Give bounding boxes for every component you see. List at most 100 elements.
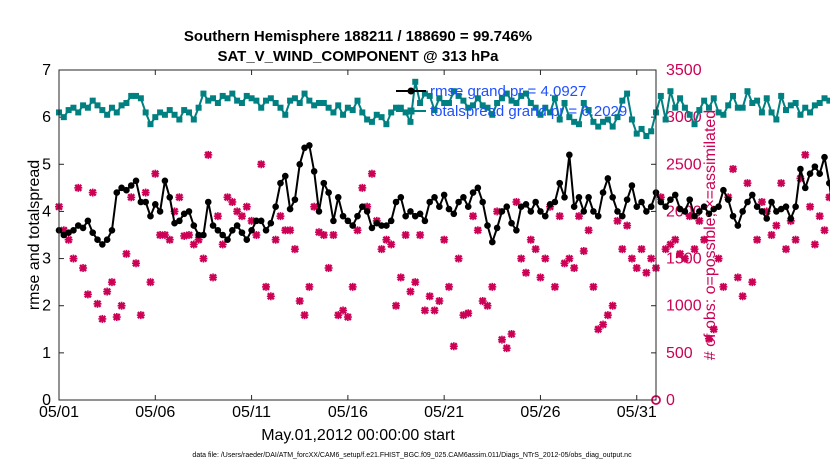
- totalspread-point: [373, 111, 380, 118]
- obs-assimilated-point: [329, 231, 338, 239]
- totalspread-point: [108, 104, 115, 111]
- obs-assimilated-point: [271, 235, 280, 244]
- totalspread-point: [340, 111, 347, 118]
- totalspread-point: [763, 95, 770, 102]
- totalspread-point: [657, 92, 664, 99]
- obs-assimilated-point: [194, 235, 203, 244]
- totalspread-point: [470, 102, 477, 109]
- obs-assimilated-point: [647, 254, 656, 263]
- obs-assimilated-point: [204, 150, 213, 159]
- rmse-point: [402, 212, 409, 220]
- rmse-point: [445, 205, 453, 213]
- legend: rmse grand pr = 4.0927 totalspread grand…: [396, 83, 627, 120]
- totalspread-point: [523, 90, 530, 97]
- rmse-point: [633, 203, 641, 211]
- obs-assimilated-point: [69, 254, 78, 263]
- obs-assimilated-point: [709, 325, 718, 334]
- rmse-point: [604, 175, 612, 182]
- totalspread-point: [681, 104, 688, 111]
- obs-assimilated-point: [406, 287, 415, 296]
- obs-assimilated-point: [213, 212, 222, 221]
- obs-assimilated-point: [425, 292, 434, 301]
- totalspread-point: [263, 97, 270, 104]
- rmse-point: [296, 160, 304, 168]
- rmse-point: [705, 210, 713, 218]
- totalspread-point: [826, 97, 830, 104]
- obs-assimilated-point: [714, 254, 723, 263]
- rmse-point: [214, 226, 222, 234]
- obs-assimilated-point: [449, 342, 458, 351]
- totalspread-point: [258, 104, 265, 111]
- obs-assimilated-point: [242, 202, 251, 211]
- rmse-point: [691, 212, 698, 220]
- x-tick-label: 05/01: [39, 404, 79, 421]
- rmse-point: [190, 222, 198, 229]
- obs-assimilated-point: [738, 292, 747, 301]
- obs-assimilated-point: [704, 334, 713, 343]
- totalspread-point: [662, 116, 669, 123]
- rmse-point: [127, 182, 135, 189]
- obs-assimilated-point: [748, 278, 757, 287]
- totalspread-point: [99, 107, 106, 114]
- totalspread-point: [489, 111, 496, 118]
- totalspread-point: [426, 92, 433, 99]
- x-tick-label: 05/16: [328, 404, 368, 421]
- obs-assimilated-point: [589, 282, 598, 291]
- totalspread-point: [705, 104, 712, 111]
- x-tick-label: 05/26: [520, 404, 560, 421]
- totalspread-point: [65, 107, 72, 114]
- x-tick-label: 05/11: [232, 404, 271, 421]
- rmse-point: [522, 201, 530, 208]
- totalspread-point: [359, 109, 366, 116]
- obs-assimilated-point: [367, 169, 376, 178]
- left-tick-label: 6: [42, 109, 51, 126]
- obs-assimilated-point: [262, 282, 271, 291]
- obs-assimilated-point: [252, 231, 261, 239]
- rmse-point: [334, 193, 342, 201]
- obs-assimilated-point: [473, 226, 482, 235]
- totalspread-point: [758, 109, 765, 116]
- rmse-point: [532, 198, 539, 206]
- totalspread-point: [287, 97, 294, 104]
- right-tick-label: 500: [666, 345, 693, 362]
- obs-assimilated-point: [690, 245, 699, 254]
- totalspread-point: [701, 97, 708, 104]
- totalspread-point: [619, 97, 626, 104]
- totalspread-point: [402, 109, 409, 116]
- totalspread-point: [195, 104, 202, 111]
- obs-assimilated-point: [83, 290, 92, 299]
- totalspread-point: [282, 111, 289, 118]
- obs-assimilated-point: [825, 193, 830, 202]
- x-tick-label: 05/31: [617, 404, 657, 421]
- rmse-point: [407, 208, 414, 215]
- totalspread-point: [181, 107, 188, 114]
- obs-assimilated-point: [584, 226, 593, 235]
- obs-assimilated-point: [430, 306, 439, 315]
- obs-assimilated-point: [574, 212, 583, 221]
- rmse-point: [209, 222, 217, 229]
- totalspread-point: [571, 118, 578, 125]
- rmse-point: [310, 168, 318, 175]
- rmse-point: [696, 208, 703, 215]
- totalspread-point: [190, 116, 197, 123]
- rmse-point: [739, 208, 746, 215]
- totalspread-point: [185, 109, 192, 116]
- totalspread-point: [320, 100, 327, 106]
- totalspread-point: [537, 111, 544, 118]
- obs-assimilated-point: [680, 254, 689, 263]
- rmse-point: [686, 196, 694, 203]
- totalspread-point: [161, 111, 168, 118]
- rmse-point: [489, 238, 496, 246]
- obs-assimilated-point: [358, 183, 367, 192]
- totalspread-point: [575, 121, 582, 128]
- left-tick-label: 4: [42, 203, 51, 220]
- rmse-point: [320, 179, 328, 187]
- totalspread-point: [248, 95, 255, 102]
- obs-assimilated-point: [522, 268, 531, 277]
- rmse-point: [450, 210, 458, 218]
- obs-assimilated-point: [377, 245, 386, 254]
- obs-assimilated-point: [209, 273, 218, 282]
- obs-assimilated-point: [310, 202, 319, 211]
- obs-assimilated-point: [531, 245, 540, 254]
- rmse-point: [286, 205, 294, 213]
